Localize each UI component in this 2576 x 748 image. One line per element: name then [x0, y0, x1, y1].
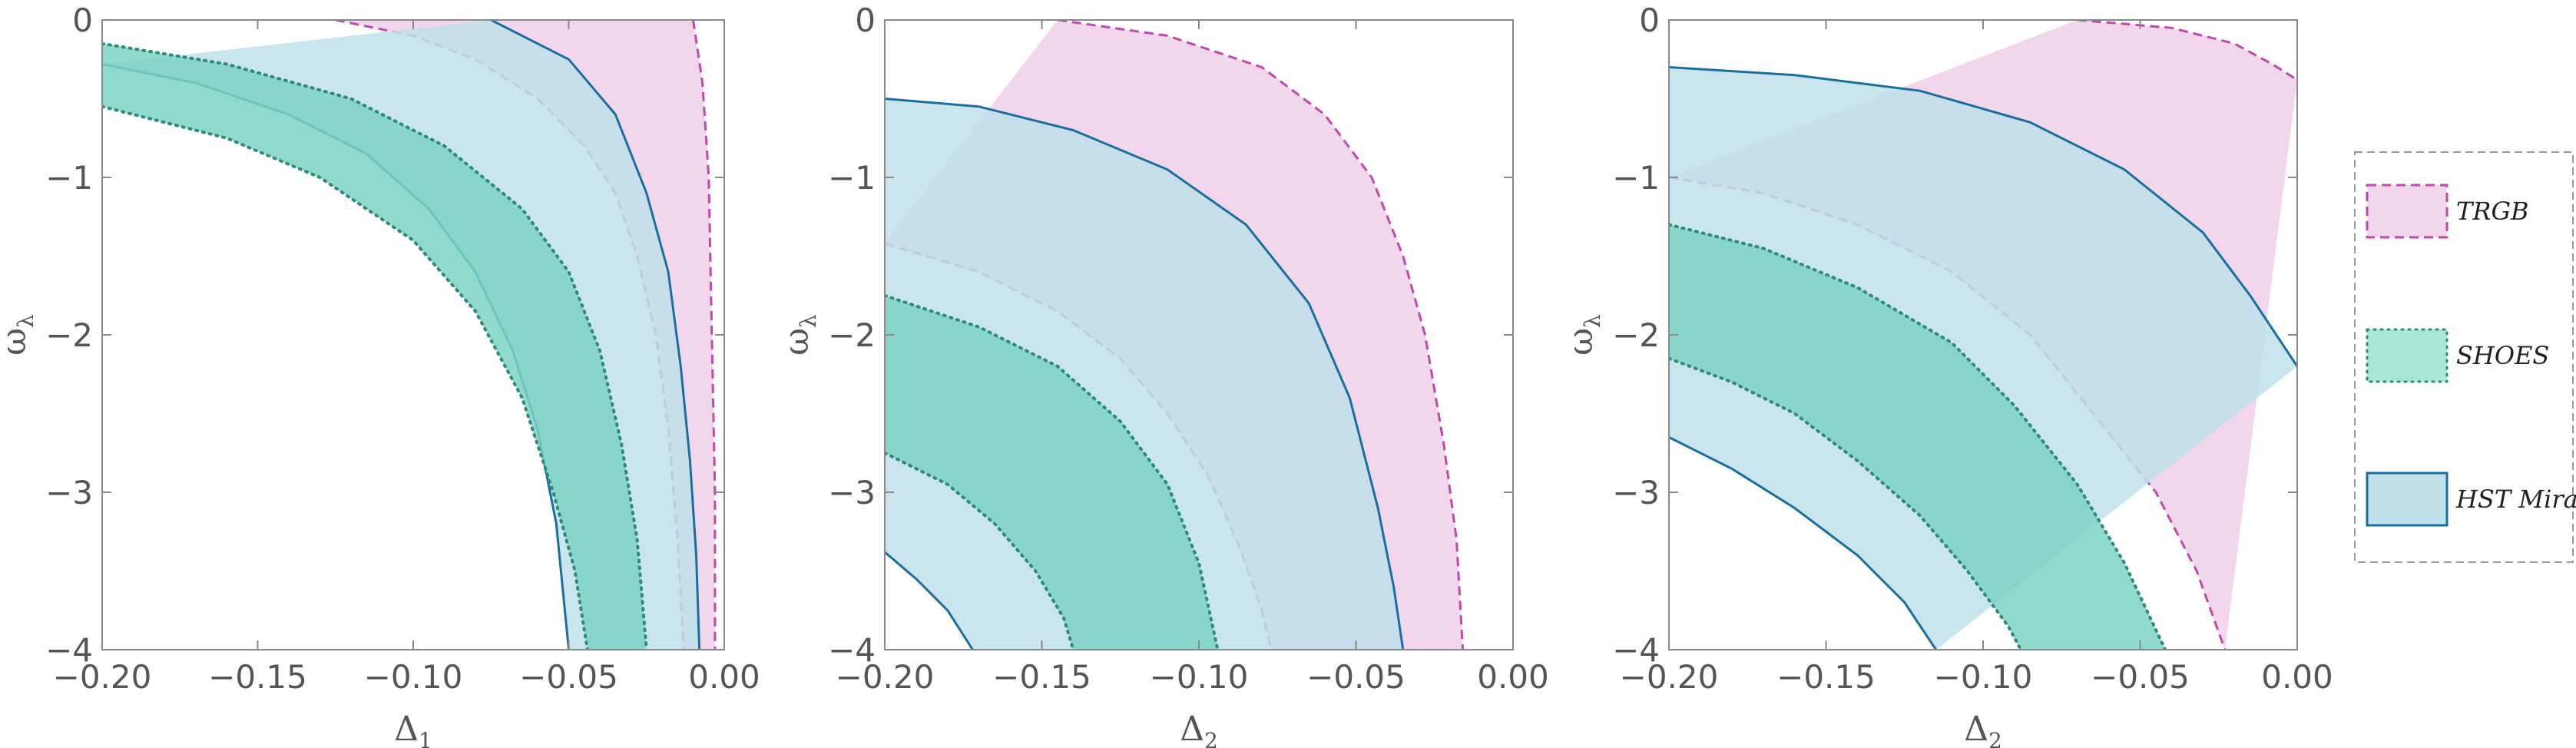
x-tick-label: −0.05: [2091, 658, 2190, 696]
legend-label: TRGB: [2456, 197, 2529, 226]
bands: [885, 20, 1465, 650]
y-tick-label: −2: [828, 316, 876, 354]
x-tick-label: −0.15: [992, 658, 1091, 696]
boundary-shoes-upper: [885, 293, 1220, 650]
boundary-hst-mira-upper: [1669, 66, 2297, 367]
boundary-trgb-upper: [692, 20, 717, 650]
boundary-trgb-upper: [1057, 20, 1465, 650]
y-tick-label: −3: [1612, 474, 1660, 511]
y-tick-label: −1: [1612, 159, 1660, 197]
y-tick-label: −3: [45, 474, 93, 511]
boundary-hst-mira-lower: [885, 551, 974, 650]
y-tick-label: −4: [1612, 631, 1660, 669]
x-axis-label: Δ1: [394, 710, 432, 748]
y-tick-label: 0: [72, 2, 93, 39]
y-tick-label: −1: [828, 159, 876, 197]
x-tick-label: −0.20: [53, 658, 152, 696]
boundary-shoes-lower: [102, 41, 648, 650]
y-axis-label: ωλ: [1561, 314, 1605, 356]
x-tick-label: 0.00: [1477, 658, 1549, 696]
legend-swatch-hst-mira: [2366, 472, 2449, 527]
legend-swatch-shoes: [2366, 328, 2449, 383]
legend-label: HST Mira: [2455, 485, 2576, 514]
x-tick-label: −0.05: [1306, 658, 1406, 696]
y-tick-label: −2: [45, 316, 93, 354]
legend-label: SHOES: [2456, 341, 2549, 370]
x-tick-label: −0.10: [364, 658, 463, 696]
y-tick-label: −4: [45, 631, 93, 669]
y-axis-label: ωλ: [777, 314, 821, 356]
boundary-hst-mira-upper: [885, 98, 1405, 650]
y-tick-label: −3: [828, 474, 876, 511]
legend: TRGB SHOES HST Mira: [2354, 151, 2576, 563]
x-tick-label: −0.20: [836, 658, 935, 696]
boundary-shoes-lower: [1669, 356, 2023, 650]
x-tick-label: −0.15: [208, 658, 307, 696]
boundary-hst-mira-lower: [1669, 435, 1937, 650]
x-tick-label: −0.10: [1150, 658, 1249, 696]
chart-panel-2: −0.20 −0.15 −0.10 −0.05 0.00 0 −1 −2 −3 −4 Δ2 ωλ: [777, 2, 1549, 748]
boundary-shoes-lower: [885, 451, 1075, 650]
x-tick-label: −0.05: [519, 658, 618, 696]
band-shoes: [885, 295, 1218, 650]
band-hst-mira: [1669, 67, 2297, 650]
x-tick-label: −0.20: [1620, 658, 1719, 696]
y-tick-label: 0: [1639, 2, 1660, 39]
band-shoes: [102, 43, 647, 650]
boundary-hst-mira-lower: [490, 20, 701, 650]
legend-swatch-trgb: [2366, 184, 2449, 239]
y-axis-label: ωλ: [0, 314, 38, 356]
bands: [102, 20, 717, 650]
chart-panel-1: −0.20 −0.15 −0.10 −0.05 0.00 0 −1 −2 −3 −4 Δ1 ωλ: [0, 2, 760, 748]
x-axis-label: Δ2: [1180, 710, 1218, 748]
y-tick-label: −4: [828, 631, 876, 669]
x-axis-label: Δ2: [1964, 710, 2002, 748]
y-tick-label: −2: [1612, 316, 1660, 354]
y-tick-label: 0: [855, 2, 876, 39]
y-tick-label: −1: [45, 159, 93, 197]
bands: [1669, 20, 2297, 650]
x-tick-label: −0.10: [1934, 658, 2033, 696]
x-tick-label: 0.00: [2261, 658, 2333, 696]
band-hst-mira: [102, 20, 700, 650]
band-shoes: [1669, 224, 2166, 650]
x-tick-label: −0.15: [1776, 658, 1876, 696]
x-tick-label: 0.00: [688, 658, 760, 696]
boundary-shoes-upper: [1669, 223, 2167, 650]
chart-panel-3: −0.20 −0.15 −0.10 −0.05 0.00 0 −1 −2 −3 −4 Δ2 ωλ: [1561, 2, 2333, 748]
boundary-shoes-upper: [102, 104, 589, 650]
